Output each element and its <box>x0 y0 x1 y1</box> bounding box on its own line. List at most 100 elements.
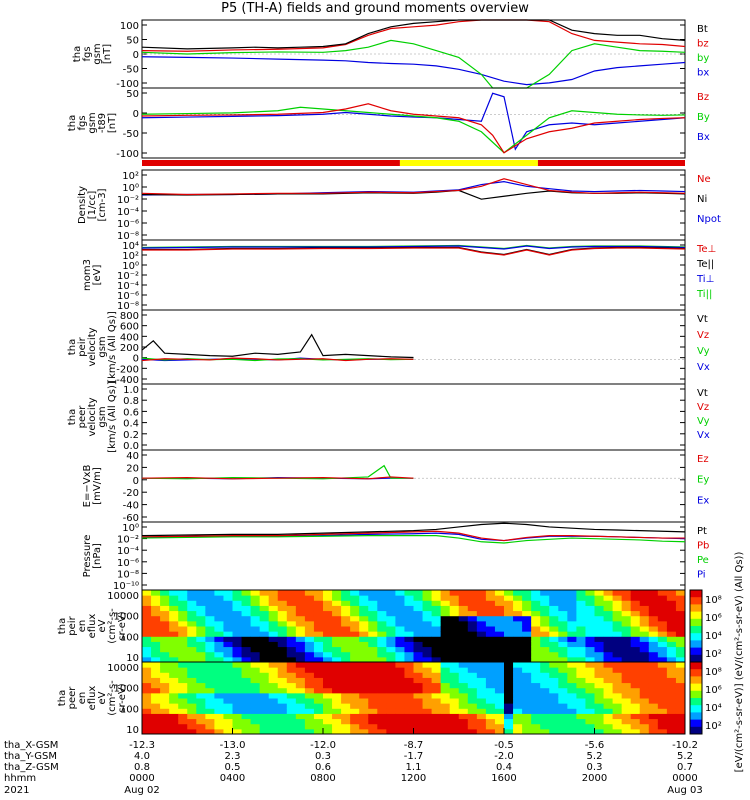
heatmap-cell <box>241 718 252 725</box>
heatmap-cell <box>341 641 351 648</box>
heatmap-cell <box>341 677 351 684</box>
heatmap-cell <box>630 656 641 663</box>
heatmap-cell <box>241 626 252 632</box>
heatmap-cell <box>332 595 342 601</box>
heatmap-cell <box>603 615 614 622</box>
heatmap-cell <box>431 620 442 627</box>
heatmap-cell <box>467 713 478 720</box>
heatmap-cell <box>558 662 568 668</box>
heatmap-cell <box>603 595 614 601</box>
heatmap-cell <box>359 626 369 632</box>
heatmap-cell <box>386 626 396 632</box>
heatmap-cell <box>241 713 252 720</box>
heatmap-cell <box>513 698 523 704</box>
heatmap-cell <box>422 667 433 673</box>
heatmap-cell <box>621 687 632 694</box>
heatmap-cell <box>666 646 677 653</box>
heatmap-cell <box>612 636 623 642</box>
heatmap-cell <box>639 682 650 689</box>
heatmap-cell <box>422 626 433 632</box>
heatmap-cell <box>332 682 342 689</box>
heatmap-cell <box>350 651 360 658</box>
ytick-label: 10⁻² <box>117 271 139 282</box>
heatmap-cell <box>648 723 659 730</box>
heatmap-cell <box>531 677 541 684</box>
heatmap-cell <box>151 656 161 663</box>
heatmap-cell <box>413 610 424 617</box>
heatmap-cell <box>567 631 577 637</box>
heatmap-cell <box>531 595 541 601</box>
heatmap-cell <box>142 723 152 730</box>
heatmap-cell <box>422 641 433 648</box>
heatmap-cell <box>504 615 514 622</box>
heatmap-cell <box>440 651 451 658</box>
heatmap-cell <box>467 677 478 684</box>
heatmap-cell <box>277 610 288 617</box>
heatmap-cell <box>359 708 369 714</box>
heatmap-cell <box>666 672 677 678</box>
heatmap-cell <box>413 651 424 658</box>
ytick-label: 0 <box>133 354 139 365</box>
heatmap-cell <box>440 723 451 730</box>
heatmap-cell <box>395 682 405 689</box>
heatmap-cell <box>187 698 197 704</box>
heatmap-cell <box>341 667 351 673</box>
heatmap-cell <box>458 723 469 730</box>
heatmap-cell <box>232 646 243 653</box>
heatmap-cell <box>241 610 252 617</box>
heatmap-cell <box>494 615 505 622</box>
heatmap-cell <box>413 600 424 606</box>
heatmap-cell <box>585 600 595 606</box>
heatmap-cell <box>259 656 270 663</box>
heatmap-cell <box>467 610 478 617</box>
ylabel-line: sr-eV) <box>117 611 128 640</box>
heatmap-cell <box>413 692 424 699</box>
heatmap-cell <box>241 662 252 668</box>
series-line-Bx <box>141 92 686 151</box>
heatmap-cell <box>313 728 324 735</box>
heatmap-cell <box>657 595 668 601</box>
heatmap-cell <box>232 651 243 658</box>
heatmap-cell <box>603 662 614 668</box>
legend-Bx: Bx <box>697 132 710 143</box>
heatmap-cell <box>205 595 215 601</box>
ytick-label: 100 <box>120 632 139 643</box>
heatmap-cell <box>440 610 451 617</box>
heatmap-cell <box>377 600 387 606</box>
heatmap-cell <box>196 595 206 601</box>
heatmap-cell <box>304 620 315 627</box>
heatmap-cell <box>214 620 224 627</box>
ylabel-line: tha <box>57 690 68 706</box>
heatmap-cell <box>648 677 659 684</box>
heatmap-cell <box>657 692 668 699</box>
heatmap-cell <box>449 600 460 606</box>
axis-row-value: -12.0 <box>310 740 336 751</box>
heatmap-cell <box>395 703 405 709</box>
ylabel-line: Density <box>77 186 88 224</box>
heatmap-cell <box>657 641 668 648</box>
heatmap-cell <box>666 631 677 637</box>
heatmap-cell <box>449 615 460 622</box>
heatmap-cell <box>196 728 206 735</box>
heatmap-cell <box>250 651 261 658</box>
ytick-label: -20 <box>123 488 139 499</box>
ytick-label: 1000 <box>114 612 139 623</box>
heatmap-cell <box>413 723 424 730</box>
legend-Bt: Bt <box>697 24 708 35</box>
panel-frame-temperature <box>141 239 686 311</box>
heatmap-cell <box>594 687 605 694</box>
heatmap-cell <box>422 703 433 709</box>
heatmap-cell <box>395 651 405 658</box>
heatmap-cell <box>449 698 460 704</box>
series-line-By <box>141 106 686 154</box>
heatmap-cell <box>513 718 523 725</box>
heatmap-cell <box>621 708 632 714</box>
heatmap-cell <box>286 590 297 596</box>
heatmap-cell <box>675 728 686 735</box>
heatmap-cell <box>612 620 623 627</box>
heatmap-cell <box>594 713 605 720</box>
heatmap-cell <box>368 718 378 725</box>
axis-row-value: 1.1 <box>406 762 422 773</box>
heatmap-cell <box>295 631 306 637</box>
colorbar-tick: 10⁴ <box>705 703 722 714</box>
